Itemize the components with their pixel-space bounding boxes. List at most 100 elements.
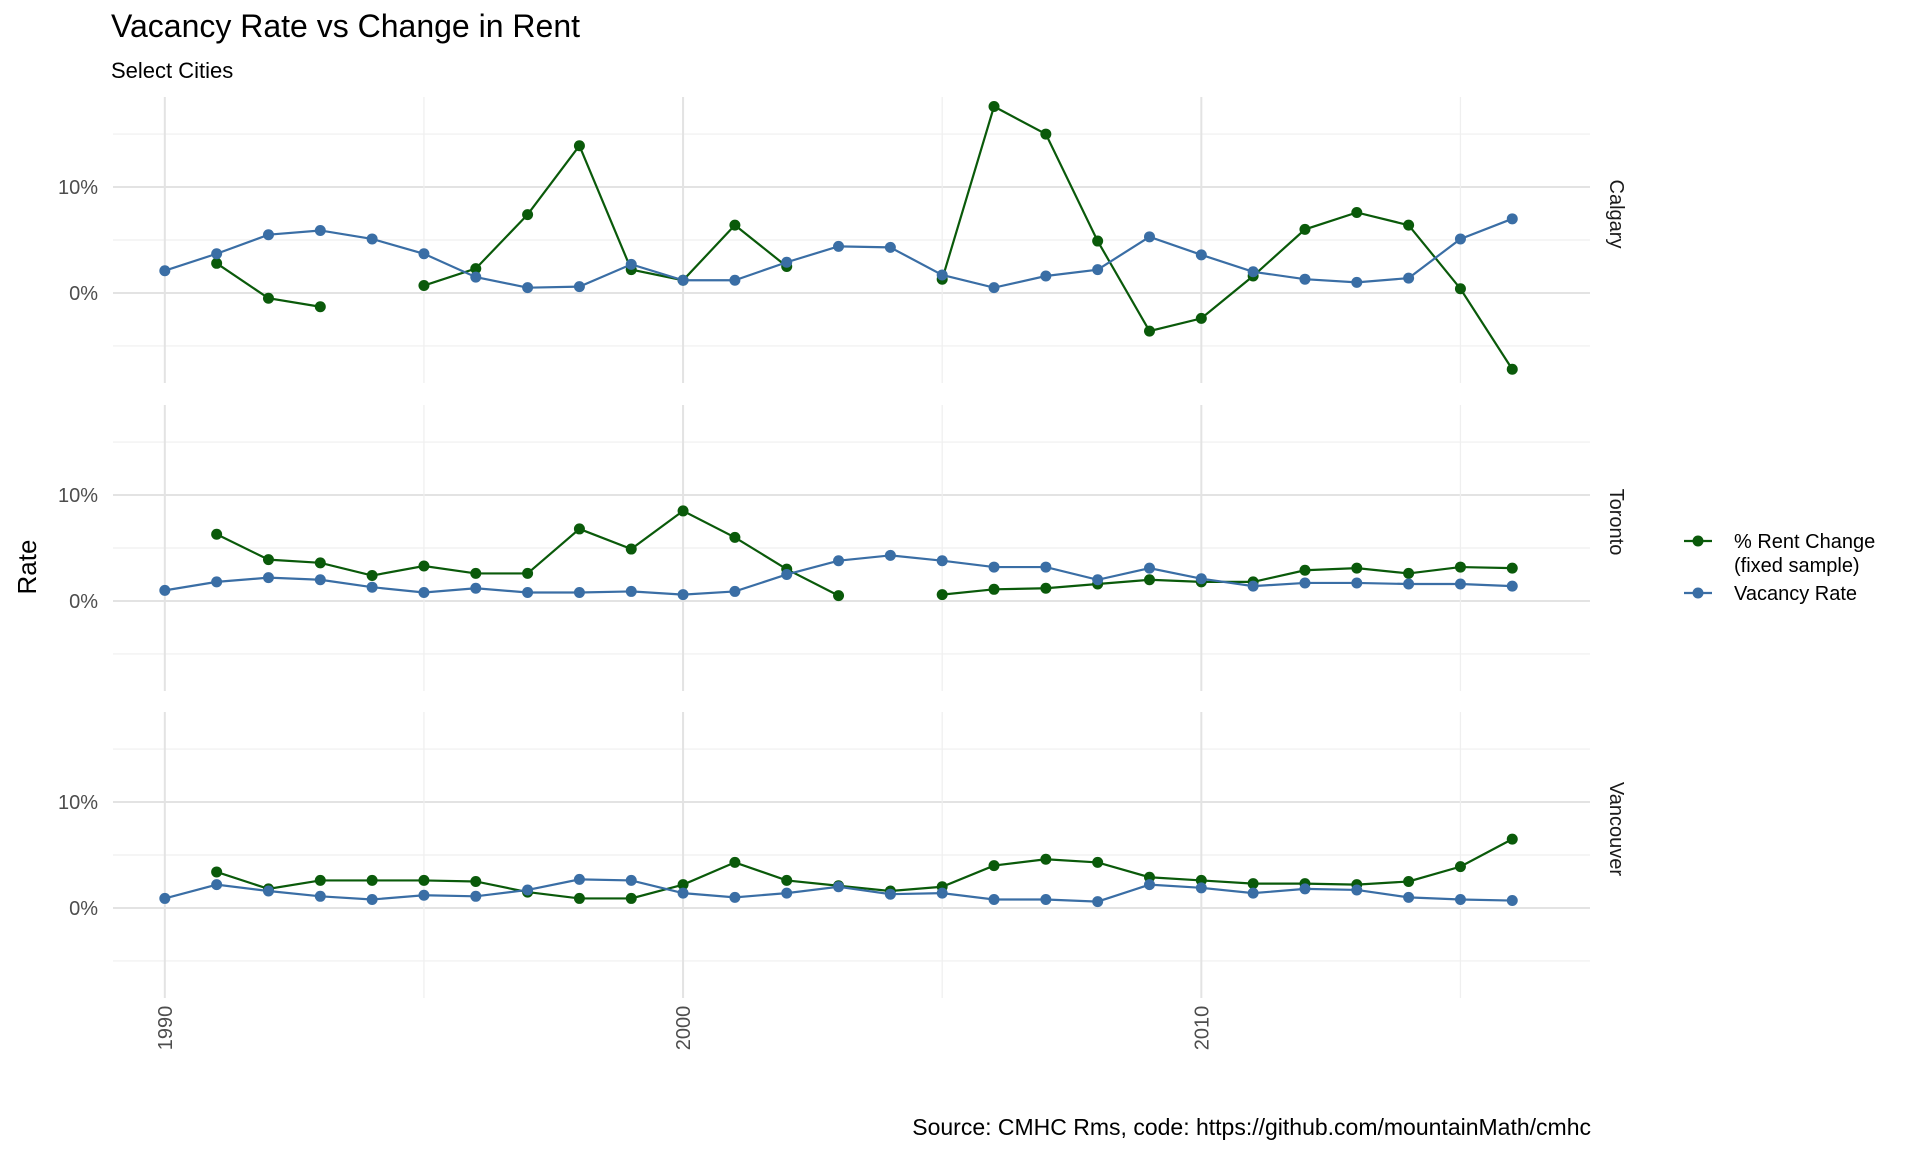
y-axis-label: Rate [12,540,42,595]
data-point [1351,206,1363,218]
data-point [781,568,793,580]
data-point [1143,562,1155,574]
series-line [216,509,840,597]
data-point [1299,883,1311,895]
data-point [1092,896,1104,908]
data-point [1092,856,1104,868]
data-point [314,874,326,886]
data-point [1403,875,1415,887]
data-point [1454,861,1466,873]
data-point [1040,853,1052,865]
data-point [159,584,171,596]
chart-caption: Source: CMHC Rms, code: https://github.c… [912,1114,1591,1140]
data-point [625,892,637,904]
data-point [418,280,430,292]
data-point [418,586,430,598]
data-point [729,219,741,231]
data-point [677,887,689,899]
data-point [729,585,741,597]
data-point [522,567,534,579]
data-point [262,554,274,566]
data-point [1299,577,1311,589]
data-point [625,258,637,270]
data-point [1092,264,1104,276]
chart-title: Vacancy Rate vs Change in Rent [111,8,580,44]
data-point [366,893,378,905]
data-point [418,248,430,260]
data-point [1506,580,1518,592]
y-tick-label: 10% [58,485,98,507]
data-point [262,572,274,584]
data-point [418,874,430,886]
data-point [1299,273,1311,285]
data-point [1506,213,1518,225]
data-point [1351,562,1363,574]
series-line [941,104,1514,370]
series-line [423,143,788,287]
data-point [366,570,378,582]
data-point [1506,562,1518,574]
data-point [677,879,689,891]
data-point [262,292,274,304]
data-point [833,555,845,567]
data-point [936,269,948,281]
legend-label: % Rent Change (fixed sample) [1734,531,1875,577]
legend-label: Vacancy Rate [1734,583,1857,605]
data-point [470,271,482,283]
data-point [1403,219,1415,231]
data-point [1247,887,1259,899]
data-point [573,873,585,885]
data-point [262,885,274,897]
data-point [573,281,585,293]
data-point [1143,325,1155,337]
data-point [418,560,430,572]
data-point [729,856,741,868]
data-point [936,555,948,567]
data-point [314,301,326,313]
data-point [470,582,482,594]
panel-label: Vancouver [1605,782,1627,876]
data-point [522,884,534,896]
data-point [781,256,793,268]
data-point [1195,249,1207,261]
data-point [1143,574,1155,586]
data-point [988,282,1000,294]
data-point [573,140,585,152]
legend-key-point [1692,587,1704,599]
chart-subtitle: Select Cities [111,58,234,83]
data-point [1506,895,1518,907]
data-point [729,891,741,903]
data-point [1040,582,1052,594]
data-point [522,586,534,598]
data-point [522,282,534,294]
data-point [884,888,896,900]
data-point [1299,223,1311,235]
data-point [1143,879,1155,891]
data-point [211,257,223,269]
data-point [1351,276,1363,288]
data-point [573,523,585,535]
x-tick-label: 1990 [155,1006,177,1051]
data-point [211,576,223,588]
data-point [988,583,1000,595]
data-point [833,590,845,602]
data-point [1403,578,1415,590]
data-point [470,875,482,887]
data-point [418,889,430,901]
data-point [1506,833,1518,845]
data-point [1351,577,1363,589]
data-point [988,101,1000,113]
data-point [1040,893,1052,905]
panel-label: Calgary [1605,180,1627,249]
legend-key-point [1692,535,1704,547]
data-point [988,561,1000,573]
data-point [262,229,274,241]
data-point [211,866,223,878]
data-point [314,890,326,902]
data-point [159,892,171,904]
data-point [1454,233,1466,245]
data-point [1247,580,1259,592]
x-tick-label: 2000 [673,1006,695,1051]
data-point [314,574,326,586]
